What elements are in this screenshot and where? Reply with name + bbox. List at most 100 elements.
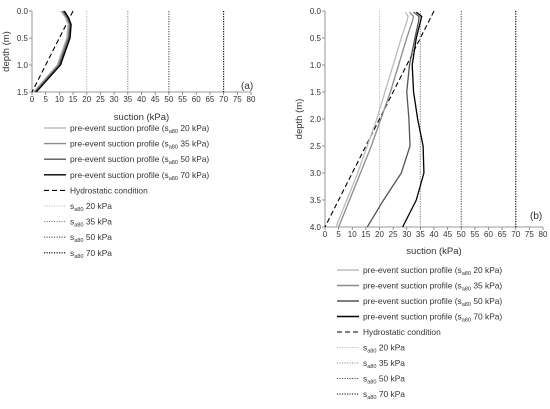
legend-text-subscript: a80 <box>462 302 471 308</box>
series-line-3 <box>402 11 425 228</box>
legend-text-main: s <box>70 248 74 258</box>
chart-panel-a: 0.0 0.5 1.0 1.50 5 10 15 20 25 30 35 40 45 50 55 60 65 70… <box>1 7 256 260</box>
legend-text-tail: 50 kPa <box>377 374 406 384</box>
legend-item: pre-event suction profile (sa80 50 kPa) <box>44 154 209 166</box>
legend-text-tail: 20 kPa) <box>471 265 502 275</box>
x-axis-title: suction (kPa) <box>406 246 461 257</box>
legend-item: sa80 20 kPa <box>337 343 405 355</box>
legend-text-main: Hydrostatic condition <box>363 327 441 337</box>
legend-item: pre-event suction profile (sa80 20 kPa) <box>44 123 209 135</box>
y-tick-label: 1.5 <box>310 88 322 97</box>
x-tick-label: 65 <box>498 230 507 239</box>
x-tick-label: 20 <box>375 230 384 239</box>
legend-label: sa80 70 kPa <box>70 248 112 260</box>
legend-label: sa80 50 kPa <box>363 374 405 386</box>
x-tick-label: 0 <box>30 95 35 104</box>
legend-text-tail: 20 kPa <box>377 343 406 353</box>
legend-text-main: s <box>70 201 74 211</box>
legend-text-main: pre-event suction profile (s <box>363 296 462 306</box>
legend-text-subscript: a80 <box>367 364 376 370</box>
legend-label: sa80 20 kPa <box>70 201 112 213</box>
legend-text-tail: 35 kPa <box>84 217 113 227</box>
x-tick-label: 35 <box>416 230 425 239</box>
panel-label: (a) <box>241 81 253 92</box>
legend-item: sa80 50 kPa <box>337 374 405 386</box>
legend-text-main: pre-event suction profile (s <box>70 154 169 164</box>
legend-label: sa80 50 kPa <box>70 232 112 244</box>
y-tick-label: 2.0 <box>310 115 322 124</box>
legend-item: Hydrostatic condition <box>337 327 441 337</box>
x-tick-label: 0 <box>323 230 328 239</box>
x-tick-label: 40 <box>430 230 439 239</box>
x-tick-label: 15 <box>69 95 78 104</box>
legend-text-subscript: a80 <box>367 380 376 386</box>
legend-text-tail: 70 kPa) <box>471 312 502 322</box>
legend-item: sa80 70 kPa <box>44 248 112 260</box>
legend-item: pre-event suction profile (sa80 70 kPa) <box>44 170 209 182</box>
legend-label: Hydrostatic condition <box>70 185 148 195</box>
legend-text-subscript: a80 <box>462 287 471 293</box>
legend-text-subscript: a80 <box>169 129 178 135</box>
x-tick-label: 40 <box>137 95 146 104</box>
y-tick-label: 0.5 <box>310 34 322 43</box>
legend-text-tail: 70 kPa <box>377 389 406 399</box>
x-tick-label: 55 <box>178 95 187 104</box>
legend-label: pre-event suction profile (sa80 50 kPa) <box>363 296 502 308</box>
legend-text-subscript: a80 <box>462 318 471 324</box>
y-axis-title: depth (m) <box>294 99 305 140</box>
legend-text-main: s <box>70 232 74 242</box>
x-tick-label: 50 <box>164 95 173 104</box>
legend-text-tail: 70 kPa) <box>178 170 209 180</box>
legend-label: sa80 35 kPa <box>70 217 112 229</box>
legend-item: pre-event suction profile (sa80 35 kPa) <box>337 281 502 293</box>
legend-text-tail: 50 kPa) <box>178 154 209 164</box>
series-line-2 <box>366 11 420 228</box>
x-tick-label: 80 <box>247 95 256 104</box>
legend-item: pre-event suction profile (sa80 20 kPa) <box>337 265 502 277</box>
legend-text-main: s <box>363 358 367 368</box>
legend-label: pre-event suction profile (sa80 50 kPa) <box>70 154 209 166</box>
series-line-1 <box>33 10 70 93</box>
legend-item: sa80 35 kPa <box>337 358 405 370</box>
chart-panel-b: 0.0 0.5 1.0 1.5 2.0 2.5 3.0 3.5 4.00 5 10 15 20 25 30 3… <box>294 7 548 401</box>
x-tick-label: 45 <box>443 230 452 239</box>
legend-text-subscript: a80 <box>169 176 178 182</box>
legend-label: Hydrostatic condition <box>363 327 441 337</box>
y-tick-label: 4.0 <box>310 223 322 232</box>
legend-label: pre-event suction profile (sa80 20 kPa) <box>363 265 502 277</box>
legend-text-subscript: a80 <box>169 145 178 151</box>
x-tick-label: 20 <box>82 95 91 104</box>
legend-label: pre-event suction profile (sa80 20 kPa) <box>70 123 209 135</box>
x-tick-label: 35 <box>123 95 132 104</box>
x-tick-label: 70 <box>511 230 520 239</box>
y-tick-label: 1.0 <box>310 61 322 70</box>
legend-label: sa80 70 kPa <box>363 389 405 401</box>
legend-item: sa80 50 kPa <box>44 232 112 244</box>
x-tick-label: 75 <box>525 230 534 239</box>
x-axis-title: suction (kPa) <box>114 112 169 123</box>
legend-text-main: s <box>363 343 367 353</box>
legend-item: pre-event suction profile (sa80 50 kPa) <box>337 296 502 308</box>
series-line-4 <box>324 10 435 228</box>
y-tick-label: 0.0 <box>17 7 29 16</box>
legend-item: Hydrostatic condition <box>44 185 148 195</box>
legend-item: sa80 70 kPa <box>337 389 405 401</box>
series-line-0 <box>32 10 69 93</box>
legend-label: pre-event suction profile (sa80 70 kPa) <box>363 312 502 324</box>
x-tick-label: 50 <box>457 230 466 239</box>
x-tick-label: 10 <box>348 230 357 239</box>
legend-label: sa80 35 kPa <box>363 358 405 370</box>
legend-text-tail: 50 kPa) <box>471 296 502 306</box>
legend-text-subscript: a80 <box>74 223 83 229</box>
legend-text-tail: 50 kPa <box>84 232 113 242</box>
y-tick-label: 0.5 <box>17 34 29 43</box>
series-line-0 <box>335 11 409 228</box>
legend-text-tail: 35 kPa <box>377 358 406 368</box>
legend-item: pre-event suction profile (sa80 70 kPa) <box>337 312 502 324</box>
legend-label: sa80 20 kPa <box>363 343 405 355</box>
legend-text-main: Hydrostatic condition <box>70 185 148 195</box>
x-tick-label: 15 <box>361 230 370 239</box>
x-tick-label: 70 <box>219 95 228 104</box>
legend-text-tail: 20 kPa) <box>178 123 209 133</box>
